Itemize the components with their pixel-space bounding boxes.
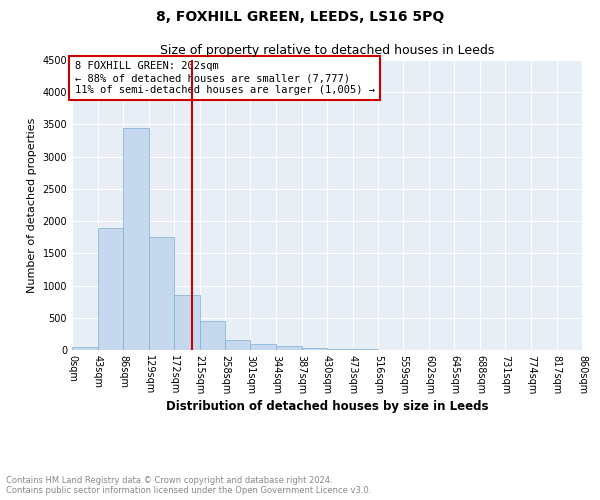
Title: Size of property relative to detached houses in Leeds: Size of property relative to detached ho… [160, 44, 494, 58]
Bar [199, 321, 225, 350]
Bar [97, 228, 123, 350]
Text: Contains HM Land Registry data © Crown copyright and database right 2024.
Contai: Contains HM Land Registry data © Crown c… [6, 476, 371, 495]
Bar [276, 346, 302, 350]
Bar [225, 340, 251, 350]
Y-axis label: Number of detached properties: Number of detached properties [27, 118, 37, 292]
Bar [251, 344, 276, 350]
Bar [149, 237, 174, 350]
Bar [353, 349, 378, 350]
Text: 8 FOXHILL GREEN: 202sqm
← 88% of detached houses are smaller (7,777)
11% of semi: 8 FOXHILL GREEN: 202sqm ← 88% of detache… [74, 62, 374, 94]
X-axis label: Distribution of detached houses by size in Leeds: Distribution of detached houses by size … [166, 400, 488, 413]
Bar [174, 295, 199, 350]
Text: 8, FOXHILL GREEN, LEEDS, LS16 5PQ: 8, FOXHILL GREEN, LEEDS, LS16 5PQ [156, 10, 444, 24]
Bar [72, 347, 97, 350]
Bar [123, 128, 149, 350]
Bar [327, 348, 353, 350]
Bar [302, 348, 327, 350]
